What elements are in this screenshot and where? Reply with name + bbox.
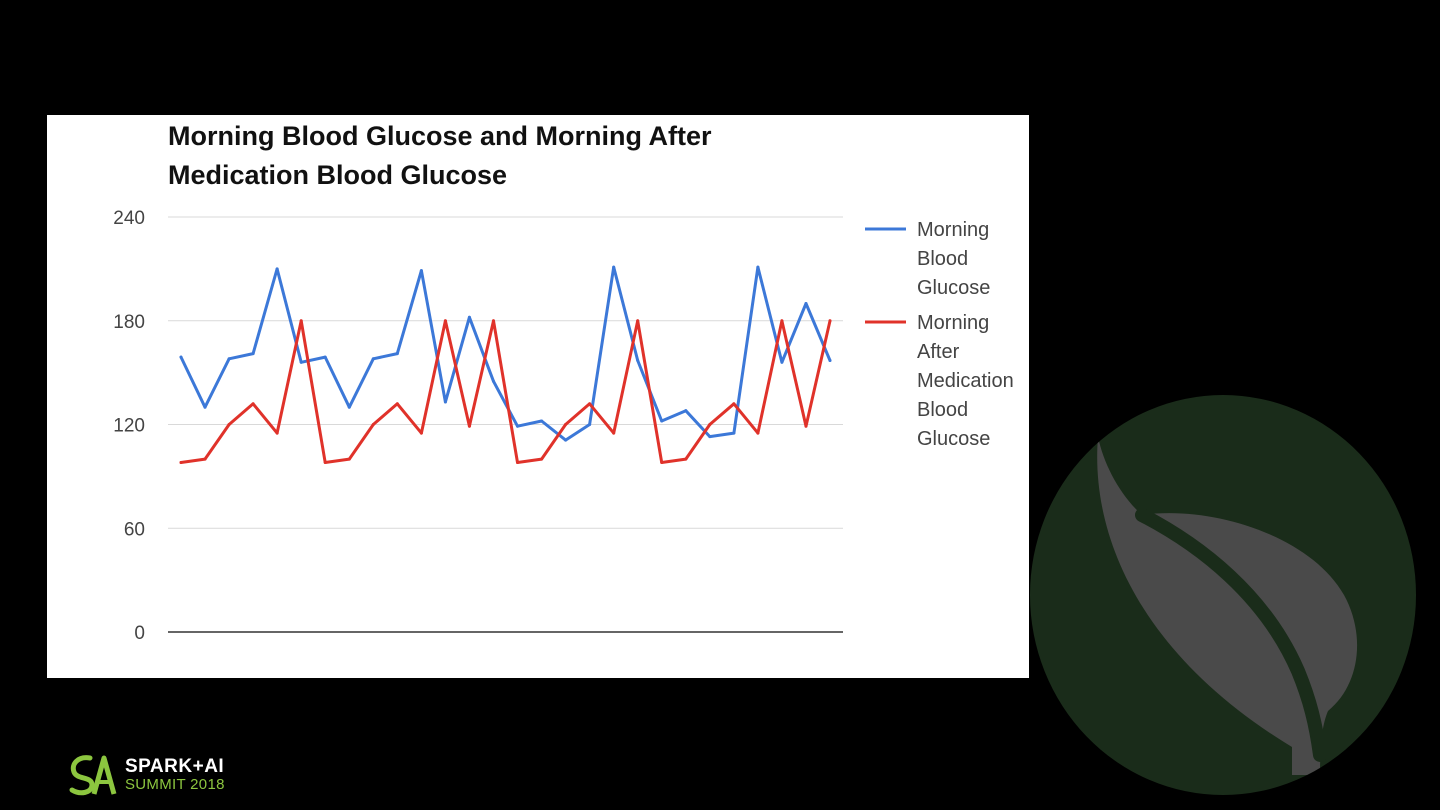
data-point (251, 402, 255, 406)
data-point (371, 423, 375, 426)
data-point (564, 438, 568, 442)
legend-label: Morning (917, 219, 989, 241)
data-point (323, 355, 327, 359)
data-point (660, 461, 664, 465)
leaf-badge (1030, 395, 1416, 795)
data-point (612, 431, 616, 435)
y-tick-label: 60 (124, 519, 145, 540)
data-point (756, 431, 760, 435)
data-point (395, 402, 399, 406)
data-point (636, 359, 640, 363)
chart-card: 0 60 120 180 240 Morning Blood Glucose Morning A… (47, 115, 1029, 678)
y-tick-label: 240 (113, 208, 145, 229)
legend-label: After (917, 341, 960, 363)
data-point (347, 405, 351, 409)
data-point (395, 352, 399, 356)
y-tick-label: 180 (113, 312, 145, 333)
chart-title-line-1: Morning Blood Glucose and Morning After (168, 121, 712, 151)
data-point (203, 457, 207, 461)
data-point (443, 400, 447, 404)
legend-label: Glucose (917, 277, 990, 299)
legend-label: Blood (917, 248, 968, 270)
data-point (612, 265, 616, 269)
data-point (684, 409, 688, 413)
data-point (828, 319, 832, 323)
data-point (227, 423, 231, 426)
y-tick-label: 120 (113, 416, 145, 437)
data-point (780, 319, 784, 323)
data-point (275, 431, 279, 435)
data-point (467, 424, 471, 428)
data-point (636, 319, 640, 323)
logo-subtitle: SUMMIT 2018 (125, 776, 225, 793)
logo-title: SPARK+AI (125, 756, 225, 777)
data-point (684, 457, 688, 461)
data-point (660, 419, 664, 423)
data-point (540, 457, 544, 461)
legend-label: Morning (917, 312, 989, 334)
data-point (516, 461, 520, 465)
data-point (179, 355, 183, 359)
data-point (371, 357, 375, 361)
series-line-2 (179, 319, 832, 464)
data-point (780, 360, 784, 364)
data-point (516, 424, 520, 428)
y-tick-label: 0 (134, 623, 145, 644)
data-point (275, 267, 279, 271)
legend-label: Glucose (917, 428, 990, 450)
data-point (564, 423, 568, 426)
data-point (732, 431, 736, 435)
data-point (756, 265, 760, 269)
data-point (540, 419, 544, 423)
legend-label: Medication (917, 370, 1014, 392)
data-point (179, 461, 183, 465)
data-point (347, 457, 351, 461)
data-point (299, 319, 303, 323)
data-point (323, 461, 327, 465)
data-point (491, 379, 495, 383)
chart-title-line-2: Medication Blood Glucose (168, 160, 508, 190)
leaf-icon (1097, 437, 1358, 775)
data-point (419, 431, 423, 435)
data-point (708, 423, 712, 426)
data-point (732, 402, 736, 406)
data-point (828, 359, 832, 363)
data-point (804, 424, 808, 428)
data-point (588, 402, 592, 406)
data-point (708, 435, 712, 439)
spark-ai-summit-logo: SPARK+AI SUMMIT 2018 (68, 752, 268, 798)
data-point (443, 319, 447, 323)
data-point (299, 360, 303, 364)
data-point (251, 352, 255, 356)
series-line-1 (179, 265, 832, 442)
data-point (467, 315, 471, 319)
data-point (804, 301, 808, 305)
chart-title: Morning Blood Glucose and Morning After … (168, 117, 808, 195)
legend-label: Blood (917, 399, 968, 421)
data-point (588, 423, 592, 426)
data-point (419, 269, 423, 273)
spark-ai-logo-icon (69, 755, 117, 796)
data-point (491, 319, 495, 323)
data-point (203, 405, 207, 409)
data-point (227, 357, 231, 361)
line-chart: 0 60 120 180 240 Morning Blood Glucose Morning A… (113, 208, 1014, 644)
